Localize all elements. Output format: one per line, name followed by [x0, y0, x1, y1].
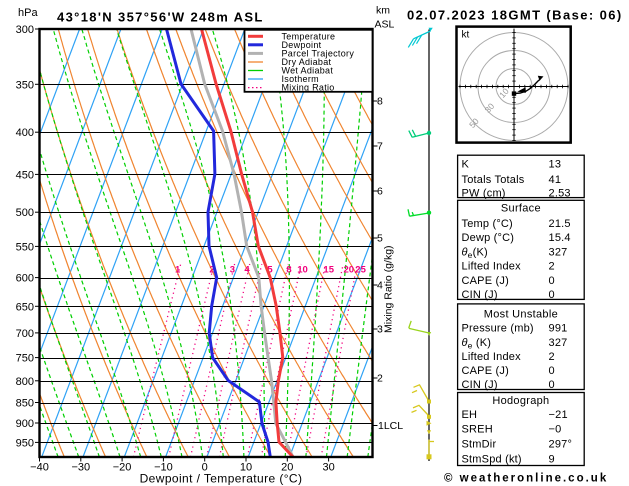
svg-text:20: 20	[344, 265, 355, 276]
svg-text:Temperature: Temperature	[282, 31, 336, 41]
svg-text:2.53: 2.53	[549, 187, 571, 199]
svg-text:41: 41	[549, 174, 562, 186]
svg-text:13: 13	[549, 159, 562, 171]
svg-text:Dewp (°C): Dewp (°C)	[462, 232, 515, 244]
svg-text:0: 0	[549, 365, 555, 377]
svg-text:750: 750	[16, 353, 34, 365]
svg-text:20: 20	[281, 462, 293, 474]
svg-text:CIN (J): CIN (J)	[462, 379, 498, 391]
svg-text:350: 350	[16, 79, 34, 91]
svg-text:450: 450	[16, 169, 34, 181]
svg-text:EH: EH	[462, 409, 478, 421]
svg-text:6: 6	[377, 186, 383, 198]
svg-text:hPa: hPa	[18, 7, 38, 19]
svg-text:3: 3	[377, 324, 383, 336]
svg-text:0: 0	[549, 289, 555, 301]
svg-text:650: 650	[16, 301, 34, 313]
svg-text:950: 950	[16, 437, 34, 449]
svg-text:15: 15	[323, 265, 334, 276]
svg-text:Mixing Ratio (g/kg): Mixing Ratio (g/kg)	[383, 245, 395, 333]
svg-text:Lifted Index: Lifted Index	[462, 261, 522, 273]
svg-text:kt: kt	[462, 30, 470, 41]
svg-text:Most Unstable: Most Unstable	[484, 308, 558, 320]
svg-text:Mixing Ratio: Mixing Ratio	[282, 83, 335, 93]
svg-text:K: K	[462, 159, 470, 171]
svg-text:Dry Adiabat: Dry Adiabat	[282, 57, 332, 67]
svg-text:5: 5	[377, 233, 383, 245]
svg-text:−40: −40	[30, 462, 49, 474]
svg-text:10: 10	[297, 265, 308, 276]
svg-text:8: 8	[377, 96, 383, 108]
svg-text:43°18'N 357°56'W 248m ASL: 43°18'N 357°56'W 248m ASL	[57, 10, 264, 25]
svg-text:Totals Totals: Totals Totals	[462, 174, 525, 186]
svg-text:© weatheronline.co.uk: © weatheronline.co.uk	[444, 473, 608, 485]
svg-text:2: 2	[549, 261, 555, 273]
svg-text:StmDir: StmDir	[462, 438, 497, 450]
svg-text:02.07.2023 18GMT (Base: 06): 02.07.2023 18GMT (Base: 06)	[407, 8, 623, 23]
svg-text:900: 900	[16, 418, 34, 430]
svg-text:Wet Adiabat: Wet Adiabat	[282, 66, 334, 76]
svg-text:−30: −30	[71, 462, 90, 474]
svg-text:10: 10	[240, 462, 252, 474]
svg-text:991: 991	[549, 322, 568, 334]
svg-text:8: 8	[286, 265, 291, 276]
svg-text:500: 500	[16, 207, 34, 219]
svg-text:327: 327	[549, 247, 568, 259]
svg-text:4: 4	[244, 265, 250, 276]
svg-text:5: 5	[267, 265, 273, 276]
svg-text:θe(K): θe(K)	[462, 247, 488, 261]
svg-text:2: 2	[377, 373, 383, 385]
svg-text:9: 9	[549, 453, 555, 465]
svg-text:−20: −20	[113, 462, 132, 474]
svg-text:−10: −10	[154, 462, 173, 474]
svg-text:15.4: 15.4	[549, 232, 571, 244]
svg-text:Parcel Trajectory: Parcel Trajectory	[282, 48, 355, 58]
svg-text:2: 2	[209, 265, 214, 276]
svg-text:−0: −0	[549, 424, 562, 436]
svg-text:300: 300	[16, 24, 34, 36]
svg-text:Dewpoint: Dewpoint	[282, 40, 322, 50]
svg-text:550: 550	[16, 241, 34, 253]
svg-text:0: 0	[549, 275, 555, 287]
svg-text:297°: 297°	[549, 438, 573, 450]
svg-text:2: 2	[549, 351, 555, 363]
svg-text:Hodograph: Hodograph	[492, 395, 549, 407]
svg-text:Isotherm: Isotherm	[282, 74, 319, 84]
svg-text:Temp (°C): Temp (°C)	[462, 218, 513, 230]
svg-text:327: 327	[549, 337, 568, 349]
svg-text:km: km	[376, 5, 390, 17]
svg-text:StmSpd (kt): StmSpd (kt)	[462, 453, 522, 465]
svg-text:4: 4	[377, 280, 383, 292]
svg-text:700: 700	[16, 328, 34, 340]
svg-text:400: 400	[16, 127, 34, 139]
svg-text:0: 0	[549, 379, 555, 391]
svg-text:850: 850	[16, 398, 34, 410]
svg-text:25: 25	[355, 265, 366, 276]
svg-text:Pressure (mb): Pressure (mb)	[462, 322, 534, 334]
svg-text:1: 1	[175, 265, 181, 276]
svg-text:CAPE (J): CAPE (J)	[462, 275, 509, 287]
svg-text:ASL: ASL	[375, 19, 395, 31]
svg-text:−21: −21	[549, 409, 568, 421]
svg-text:800: 800	[16, 376, 34, 388]
svg-text:Dewpoint / Temperature (°C): Dewpoint / Temperature (°C)	[140, 472, 303, 486]
svg-text:7: 7	[377, 141, 383, 153]
svg-text:30: 30	[322, 462, 334, 474]
svg-text:Lifted Index: Lifted Index	[462, 351, 522, 363]
svg-text:21.5: 21.5	[549, 218, 571, 230]
svg-text:600: 600	[16, 273, 34, 285]
svg-text:CAPE (J): CAPE (J)	[462, 365, 509, 377]
svg-text:0: 0	[202, 462, 208, 474]
svg-text:3: 3	[230, 265, 235, 276]
svg-text:CIN (J): CIN (J)	[462, 289, 498, 301]
svg-text:SREH: SREH	[462, 424, 493, 436]
svg-text:Surface: Surface	[501, 203, 541, 215]
svg-text:PW (cm): PW (cm)	[462, 187, 506, 199]
svg-text:θe (K): θe (K)	[462, 337, 492, 351]
svg-text:1LCL: 1LCL	[378, 420, 403, 432]
